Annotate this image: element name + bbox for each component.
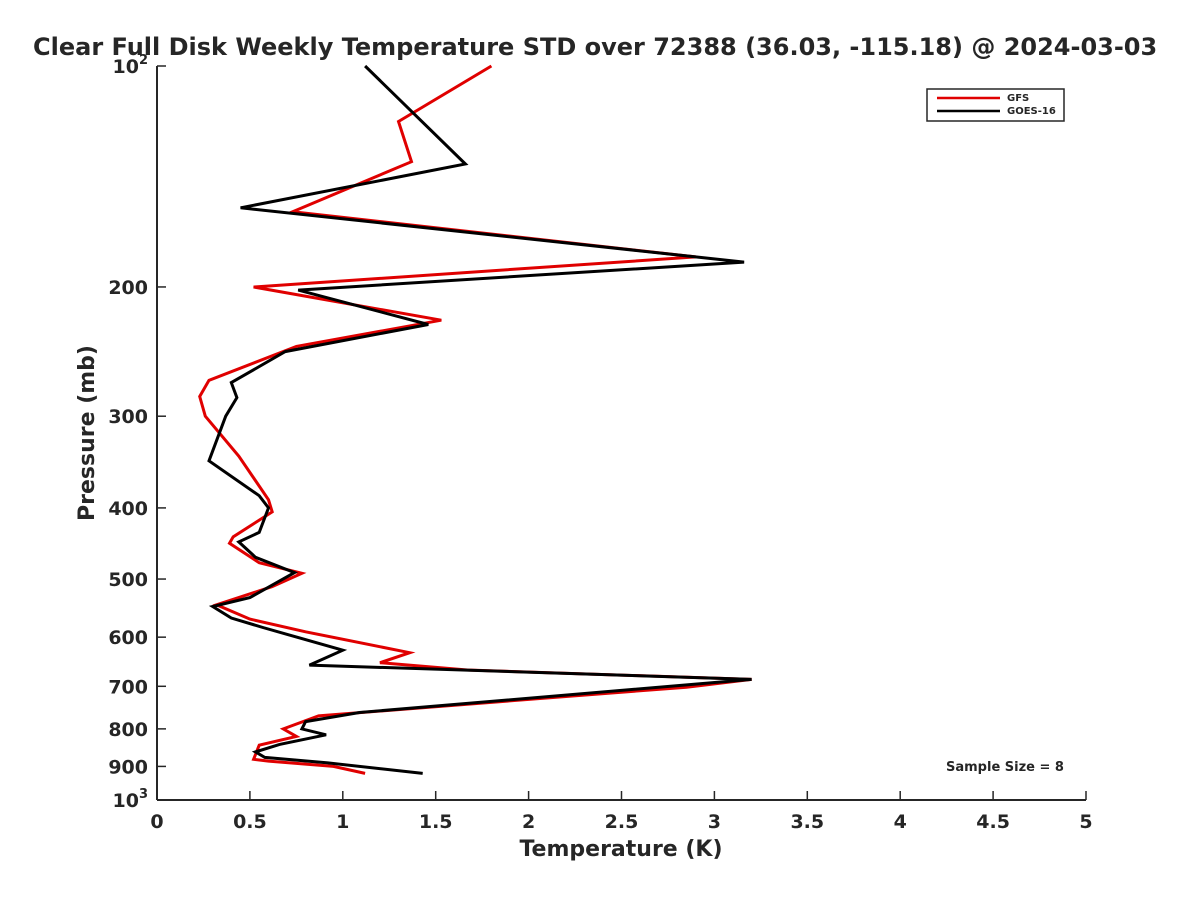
x-tick-label: 3 [708,811,721,833]
y-tick-label: 200 [108,277,148,299]
x-tick-label: 0 [150,811,163,833]
series-line-goes16 [207,64,752,775]
sample-size-annotation: Sample Size = 8 [946,760,1064,775]
x-tick-label: 2 [522,811,535,833]
series-layer [198,64,752,775]
series-line-gfs [198,64,752,775]
legend: GFS GOES-16 [926,88,1065,122]
chart-title: Clear Full Disk Weekly Temperature STD o… [33,33,1157,61]
x-tick-label: 4.5 [976,811,1010,833]
x-axis-ticks: 0 0.5 1 1.5 2 2.5 3 3.5 4 4.5 5 [150,791,1093,833]
y-tick-label: 800 [108,719,148,741]
y-tick-label: 500 [108,569,148,591]
y-tick-label: 700 [108,676,148,698]
x-tick-label: 5 [1079,811,1092,833]
y-tick-label: 900 [108,756,148,778]
x-tick-label: 0.5 [233,811,267,833]
y-tick-label: 400 [108,498,148,520]
x-tick-label: 2.5 [605,811,639,833]
y-tick-label: 103 [113,787,149,812]
x-tick-label: 4 [894,811,907,833]
legend-label-goes16: GOES-16 [1007,106,1056,117]
legend-box [926,88,1065,122]
y-tick-label: 600 [108,627,148,649]
x-tick-label: 3.5 [790,811,824,833]
plot-area: 0 0.5 1 1.5 2 2.5 3 3.5 4 4.5 5 102 200 300 400 500 600… [108,53,1092,833]
y-tick-label: 102 [113,53,149,78]
y-axis-label: Pressure (mb) [75,345,100,521]
x-tick-label: 1.5 [419,811,453,833]
x-tick-label: 1 [336,811,349,833]
y-axis-ticks: 102 200 300 400 500 600 700 800 900 103 [108,53,166,812]
y-tick-label: 300 [108,406,148,428]
x-axis-label: Temperature (K) [519,837,722,862]
legend-label-gfs: GFS [1007,93,1029,104]
